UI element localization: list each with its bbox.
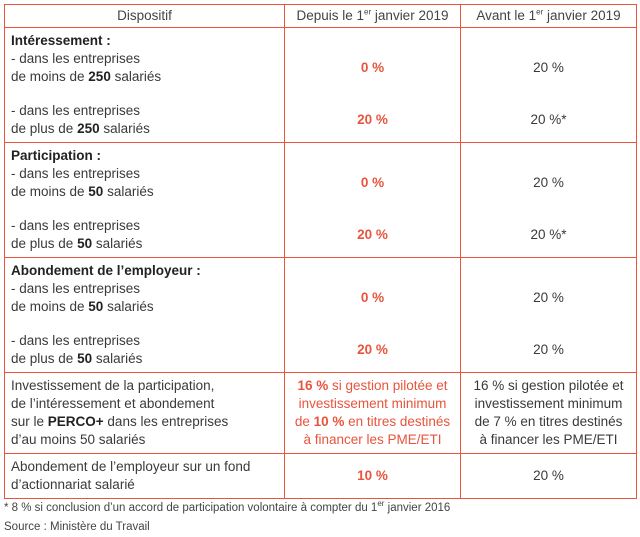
abondement-old: 20 % 20 % [460, 257, 637, 373]
abondement-new: 0 % 20 % [284, 257, 461, 373]
interessement-old: 20 % 20 %* [460, 27, 637, 143]
table-row: Abondement de l’employeur sur un fond d’… [4, 453, 637, 499]
interessement-new: 0 % 20 % [284, 27, 461, 143]
participation-new: 0 % 20 % [284, 142, 461, 258]
participation-label: Participation : - dans les entreprises de… [4, 142, 285, 258]
source: Source : Ministère du Travail [4, 521, 150, 533]
fond-old: 20 % [460, 453, 637, 499]
header-dispositif: Dispositif [4, 4, 285, 28]
footnote: * 8 % si conclusion d’un accord de parti… [4, 499, 451, 514]
fond-new: 10 % [284, 453, 461, 499]
comparison-table: Dispositif Depuis le 1er janvier 2019 Av… [4, 4, 637, 499]
perco-old: 16 % si gestion pilotée et investissemen… [460, 372, 637, 454]
perco-label: Investissement de la participation, de l… [4, 372, 285, 454]
header-depuis: Depuis le 1er janvier 2019 [284, 4, 461, 28]
table-row: Intéressement : - dans les entreprises de… [4, 27, 637, 143]
header-row: Dispositif Depuis le 1er janvier 2019 Av… [4, 4, 637, 28]
participation-old: 20 % 20 %* [460, 142, 637, 258]
fond-label: Abondement de l’employeur sur un fond d’… [4, 453, 285, 499]
abondement-label: Abondement de l’employeur : - dans les e… [4, 257, 285, 373]
section-title: Intéressement : [11, 33, 111, 48]
table-row: Abondement de l’employeur : - dans les e… [4, 257, 637, 373]
interessement-label: Intéressement : - dans les entreprises de… [4, 27, 285, 143]
header-avant: Avant le 1er janvier 2019 [460, 4, 637, 28]
perco-new: 16 % si gestion pilotée et investissemen… [284, 372, 461, 454]
table-row: Participation : - dans les entreprises de… [4, 142, 637, 258]
section-title: Abondement de l’employeur : [11, 263, 201, 278]
table-row: Investissement de la participation, de l… [4, 372, 637, 454]
section-title: Participation : [11, 148, 102, 163]
